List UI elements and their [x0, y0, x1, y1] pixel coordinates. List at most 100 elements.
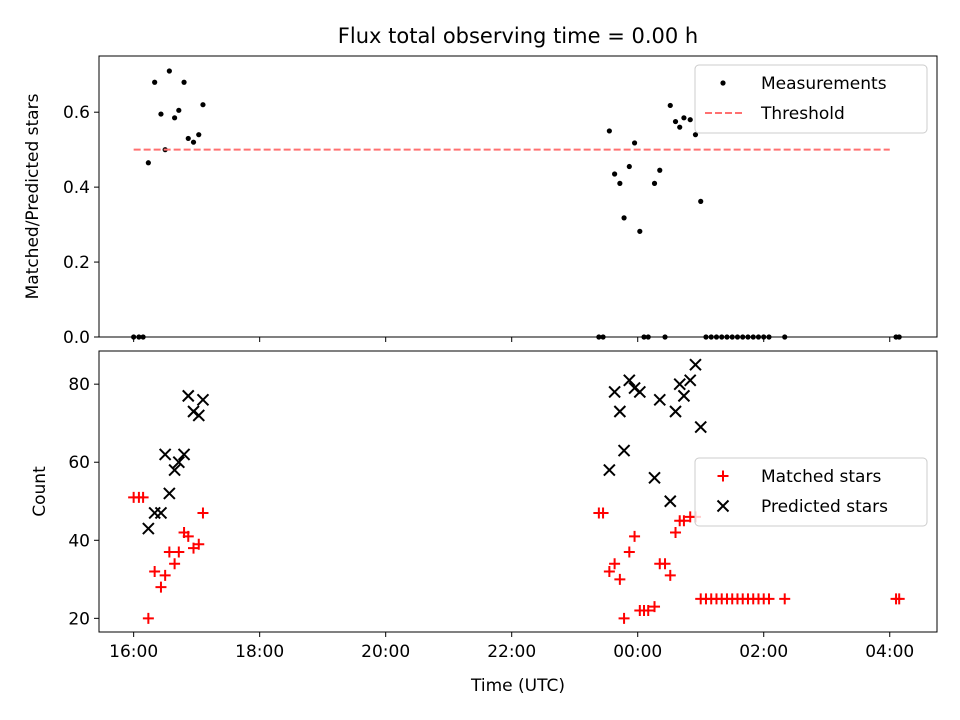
measurement-point [612, 171, 618, 177]
x-axis-label: Time (UTC) [470, 676, 565, 696]
x-tick-label: 20:00 [361, 642, 410, 662]
y-tick-label: 20 [68, 609, 90, 629]
axes-frame [98, 55, 938, 338]
measurement-point [606, 128, 612, 134]
matched-star-point [169, 558, 181, 570]
axes-frame [98, 350, 938, 633]
predicted-star-point [633, 385, 647, 399]
predicted-star-point [196, 393, 210, 406]
matched-star-point [609, 558, 621, 570]
legend-label: Predicted stars [761, 497, 888, 517]
matched-star-point [618, 612, 630, 624]
predicted-star-point [694, 420, 707, 434]
legend: Measurements Threshold [694, 64, 928, 134]
figure-title: Flux total observing time = 0.00 h [338, 24, 698, 48]
measurement-point [185, 135, 191, 142]
matched-star-point [763, 593, 775, 605]
matched-star-point [197, 507, 209, 519]
predicted-star-point [664, 495, 677, 508]
x-tick-label: 04:00 [865, 642, 914, 662]
measurement-point [152, 79, 158, 85]
measurement-point [681, 115, 687, 121]
y-tick-label: 0.6 [63, 103, 90, 123]
legend-marker-matched [717, 470, 729, 482]
matched-star-point [142, 612, 154, 624]
measurement-point [687, 117, 693, 123]
predicted-star-point [142, 522, 155, 535]
matched-star-point [670, 526, 682, 538]
x-tick-label: 22:00 [487, 642, 536, 662]
predicted-star-point [608, 385, 621, 399]
predicted-star-point [648, 471, 661, 485]
y-tick-label: 0.2 [63, 253, 90, 273]
measurement-point [672, 118, 679, 125]
predicted-star-point [689, 358, 702, 371]
measurement-point [677, 124, 683, 130]
measurement-point [176, 107, 182, 113]
measurement-point [626, 163, 632, 170]
predicted-star-point [172, 456, 186, 469]
measurement-point [631, 140, 638, 146]
matched-star-point [182, 530, 194, 542]
matched-star-point [664, 569, 676, 581]
predicted-star-point [182, 389, 195, 403]
legend-label: Matched stars [761, 467, 881, 487]
matched-star-point [193, 538, 205, 550]
y-tick-label: 0.0 [63, 328, 90, 348]
legend-label: Measurements [761, 74, 887, 94]
measurement-point [196, 132, 202, 138]
y-tick-label: 60 [68, 453, 90, 473]
legend-box [694, 457, 928, 527]
predicted-star-point [603, 463, 616, 477]
matched-star-point [155, 581, 167, 593]
predicted-star-point [623, 374, 636, 387]
predicted-star-point [653, 393, 666, 406]
series-matched-stars [128, 491, 905, 624]
measurement-point [181, 79, 187, 85]
measurement-point [621, 215, 627, 221]
top-panel: 0.0 0.2 0.4 0.6 Matched/Predicted stars Measu… [23, 55, 938, 348]
measurement-point [667, 102, 673, 109]
measurement-point [166, 68, 172, 74]
predicted-star-point [163, 487, 176, 500]
matched-star-point [159, 569, 171, 581]
matched-star-point [893, 593, 905, 605]
measurement-point [657, 167, 663, 173]
matched-star-point [678, 515, 690, 527]
bottom-panel: 20 40 60 80 16:00 18:00 20:00 22:00 00:00 02:00 04… [30, 350, 938, 696]
measurement-point [637, 228, 643, 234]
measurement-point [158, 111, 164, 117]
predicted-star-point [158, 448, 172, 461]
measurement-point [190, 139, 197, 145]
matched-star-point [659, 558, 671, 570]
measurement-point [651, 180, 658, 186]
matched-star-point [603, 566, 615, 578]
measurement-point [145, 160, 151, 166]
y-tick-label: 0.4 [63, 178, 90, 198]
measurement-point [200, 102, 206, 108]
measurement-point [692, 132, 699, 138]
series-predicted-stars [142, 358, 707, 535]
x-tick-label: 02:00 [739, 642, 788, 662]
matched-star-point [649, 601, 661, 613]
legend-box [694, 64, 928, 134]
predicted-star-point [669, 405, 682, 418]
matched-star-point [614, 573, 626, 585]
legend-marker-predicted [716, 499, 730, 513]
measurement-point [172, 115, 178, 121]
y-tick-label: 80 [68, 375, 90, 395]
x-tick-label: 00:00 [613, 642, 662, 662]
predicted-star-point [684, 374, 697, 387]
predicted-star-point [154, 506, 168, 520]
predicted-star-point [613, 405, 627, 418]
matched-star-point [597, 507, 609, 519]
matched-star-point [163, 546, 175, 558]
matched-star-point [642, 605, 654, 617]
predicted-star-point [168, 463, 181, 477]
predicted-star-point [177, 448, 191, 461]
legend: Matched stars Predicted stars [694, 457, 928, 527]
legend-marker-measurements [720, 80, 726, 86]
matched-star-point [779, 593, 791, 605]
matched-star-point [149, 566, 161, 578]
